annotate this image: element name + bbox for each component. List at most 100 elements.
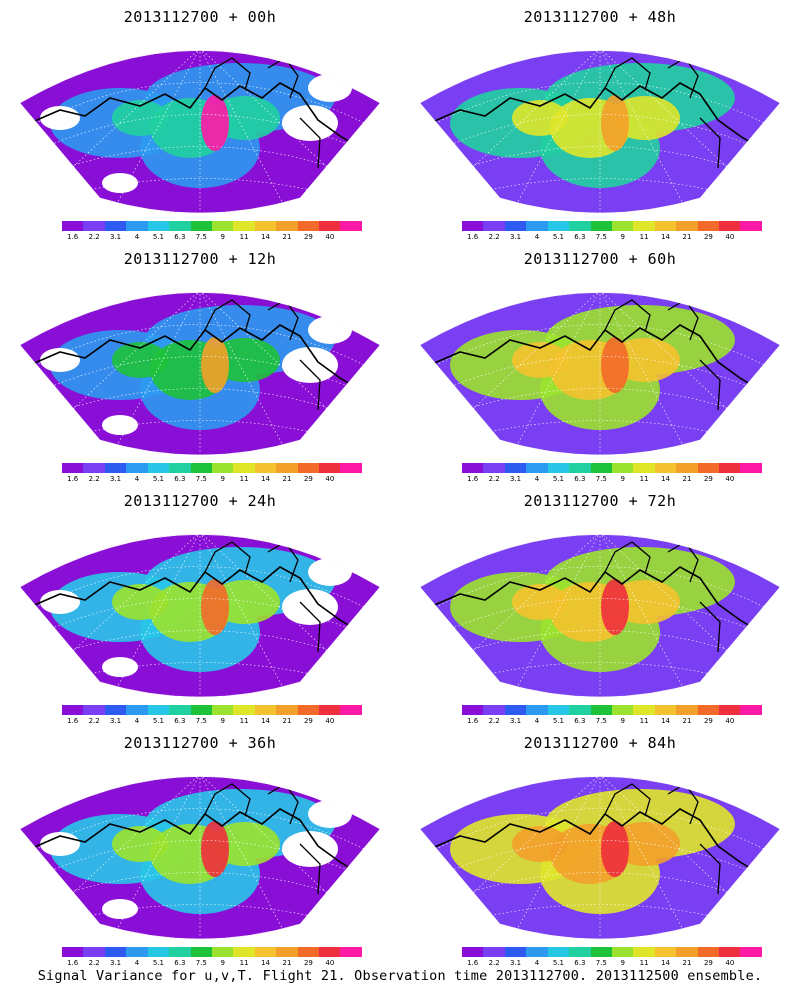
- colorbar-swatch: [633, 705, 655, 715]
- map-panel: 2013112700 + 00h 1.6 2.2 3.1 4 5.1 6.3 7.5 9 11 14…: [0, 0, 400, 241]
- colorbar-tick-label: 14: [661, 475, 671, 483]
- colorbar-swatch: [611, 705, 634, 715]
- colorbar-swatch: [211, 221, 234, 231]
- colorbar-swatch: [233, 463, 255, 473]
- colorbar-tick-label: 29: [303, 233, 313, 241]
- colorbar-swatch: [254, 221, 277, 231]
- colorbar-tick-label: 5.1: [152, 475, 164, 483]
- contour-fill: [20, 50, 380, 213]
- colorbar: [62, 221, 362, 231]
- colorbar-swatch: [740, 705, 762, 715]
- panel-title: 2013112700 + 24h: [123, 492, 277, 510]
- colorbar-tick-label: 7.5: [595, 959, 607, 967]
- variance-map: [19, 292, 381, 456]
- colorbar-swatch: [319, 221, 341, 231]
- colorbar-swatch: [483, 463, 505, 473]
- colorbar-swatch: [611, 221, 634, 231]
- colorbar-swatch: [190, 947, 212, 957]
- colorbar-tick-label: 29: [703, 717, 713, 725]
- colorbar-swatch: [526, 221, 548, 231]
- colorbar-tick-label: 21: [682, 959, 692, 967]
- colorbar-swatch: [547, 221, 570, 231]
- panel-title: 2013112700 + 36h: [123, 734, 277, 752]
- panel-title: 2013112700 + 48h: [523, 8, 677, 26]
- colorbar-tick-label: 40: [725, 717, 735, 725]
- colorbar-swatch: [740, 221, 762, 231]
- colorbar-swatch: [169, 947, 191, 957]
- map-panel: 2013112700 + 84h 1.6 2.2 3.1 4 5.1 6.3 7.5 9 11 14…: [400, 726, 800, 967]
- colorbar-swatch: [676, 947, 698, 957]
- colorbar-swatch: [126, 705, 148, 715]
- colorbar-swatch: [526, 947, 548, 957]
- colorbar-tick-label: 40: [325, 959, 335, 967]
- colorbar-tick-label: 1.6: [467, 717, 479, 725]
- colorbar-swatch: [547, 947, 570, 957]
- map-panel: 2013112700 + 36h 1.6 2.2 3.1 4 5.1 6.3 7.5 9 11 14…: [0, 726, 400, 967]
- colorbar-tick-label: 7.5: [195, 475, 207, 483]
- colorbar-swatch: [169, 705, 191, 715]
- colorbar-tick-label: 6.3: [174, 717, 186, 725]
- colorbar-swatch: [169, 463, 191, 473]
- colorbar-tick-label: 7.5: [195, 717, 207, 725]
- colorbar-tick-label: 4: [534, 233, 540, 241]
- colorbar-tick-label: 2.2: [488, 717, 500, 725]
- colorbar-swatch: [697, 947, 720, 957]
- colorbar-tick-label: 40: [725, 475, 735, 483]
- colorbar: [462, 221, 762, 231]
- colorbar-tick-label: 11: [239, 717, 249, 725]
- colorbar-swatch: [211, 463, 234, 473]
- contour-fill: [420, 292, 780, 455]
- colorbar-tick-label: 21: [682, 233, 692, 241]
- colorbar-tick-label: 21: [282, 475, 292, 483]
- colorbar-tick-label: 21: [682, 475, 692, 483]
- map-panel: 2013112700 + 72h 1.6 2.2 3.1 4 5.1 6.3 7.5 9 11 14…: [400, 484, 800, 725]
- colorbar-tick-label: 3.1: [509, 717, 522, 725]
- colorbar-tick-label: 3.1: [509, 475, 522, 483]
- colorbar-swatch: [504, 463, 527, 473]
- colorbar-swatch: [190, 221, 212, 231]
- colorbar-swatch: [590, 463, 612, 473]
- colorbar-tick-label: 7.5: [195, 959, 207, 967]
- colorbar-tick-label: 6.3: [574, 959, 586, 967]
- colorbar-swatch: [526, 705, 548, 715]
- contour-fill: [420, 534, 780, 697]
- colorbar-swatch: [233, 947, 255, 957]
- colorbar-swatch: [276, 221, 298, 231]
- colorbar-tick-label: 7.5: [595, 475, 607, 483]
- colorbar-tick-label: 6.3: [574, 233, 586, 241]
- colorbar-swatch: [697, 705, 720, 715]
- colorbar-tick-label: 29: [303, 717, 313, 725]
- colorbar-tick-label: 29: [703, 233, 713, 241]
- colorbar-swatch: [719, 947, 741, 957]
- colorbar-swatch: [504, 705, 527, 715]
- colorbar-swatch: [654, 705, 677, 715]
- colorbar-swatch: [104, 705, 127, 715]
- colorbar-tick-label: 4: [134, 475, 140, 483]
- colorbar-swatch: [340, 221, 362, 231]
- colorbar-tick-label: 5.1: [552, 717, 564, 725]
- colorbar-tick-label: 11: [239, 959, 249, 967]
- colorbar: [462, 947, 762, 957]
- colorbar-tick-label: 5.1: [152, 233, 164, 241]
- colorbar-swatch: [83, 947, 105, 957]
- colorbar-tick-label: 21: [282, 959, 292, 967]
- colorbar-swatch: [233, 705, 255, 715]
- colorbar-tick-label: 1.6: [467, 959, 479, 967]
- map-panel: 2013112700 + 24h 1.6 2.2 3.1 4 5.1 6.3 7.5 9 11 14…: [0, 484, 400, 725]
- colorbar-swatch: [547, 463, 570, 473]
- colorbar-tick-label: 14: [261, 717, 271, 725]
- colorbar-tick-label: 11: [639, 717, 649, 725]
- colorbar-swatch: [340, 705, 362, 715]
- contour-fill: [420, 776, 780, 939]
- colorbar: [62, 463, 362, 473]
- colorbar-tick-label: 29: [303, 475, 313, 483]
- colorbar-swatch: [254, 705, 277, 715]
- colorbar-tick-label: 5.1: [152, 959, 164, 967]
- map-panel: 2013112700 + 48h 1.6 2.2 3.1 4 5.1 6.3 7.5 9 11 14…: [400, 0, 800, 241]
- colorbar: [462, 463, 762, 473]
- colorbar-tick-label: 2.2: [488, 959, 500, 967]
- map-panel: 2013112700 + 12h 1.6 2.2 3.1 4 5.1 6.3 7.5 9 11 14…: [0, 242, 400, 483]
- colorbar-tick-label: 2.2: [488, 233, 500, 241]
- colorbar-tick-label: 2.2: [88, 475, 100, 483]
- variance-map: [19, 534, 381, 698]
